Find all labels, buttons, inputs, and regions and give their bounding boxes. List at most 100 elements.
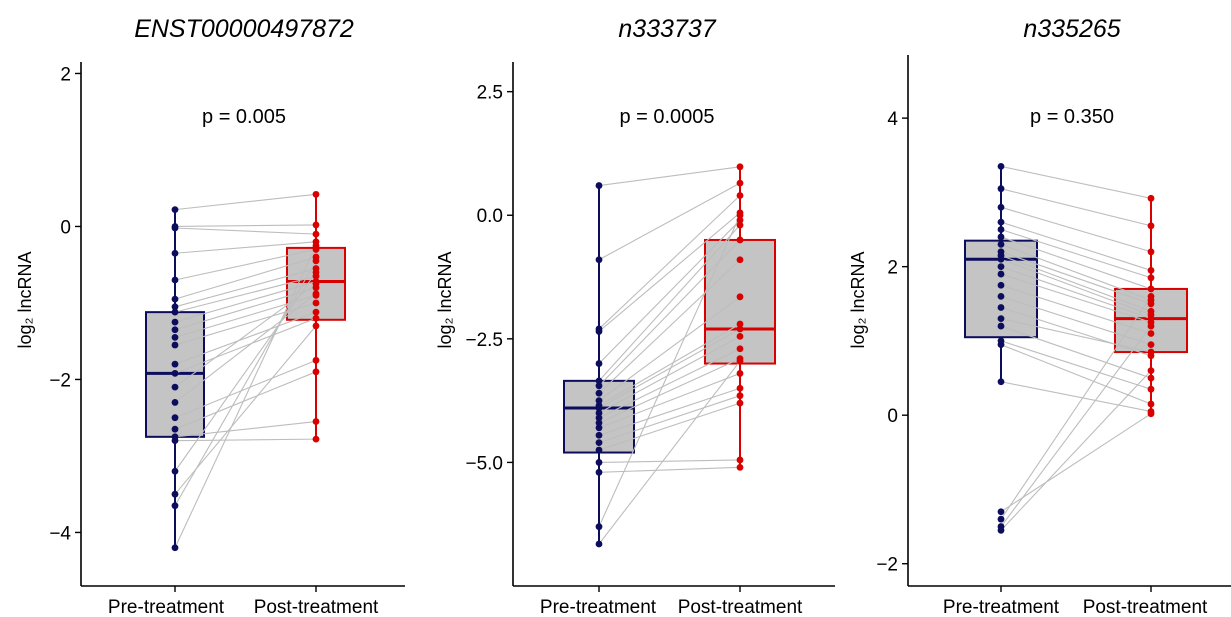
- post-point: [1147, 341, 1155, 349]
- post-point: [736, 399, 744, 407]
- pre-point: [171, 467, 179, 475]
- chart-panel-1: ENST00000497872 p = 0.005 log₂ lncRNA 2 0…: [15, 15, 405, 617]
- post-point: [736, 163, 744, 171]
- paired-line: [174, 317, 317, 374]
- paired-line: [1000, 296, 1152, 520]
- paired-line: [598, 348, 741, 419]
- pre-point: [997, 270, 1005, 278]
- post-point: [736, 236, 744, 244]
- paired-line: [174, 193, 317, 211]
- panel-3-x-tick-pre: Pre-treatment: [943, 597, 1060, 617]
- paired-line: [1000, 344, 1152, 405]
- paired-line: [1000, 229, 1152, 279]
- paired-line: [174, 272, 317, 472]
- paired-line: [1000, 273, 1152, 323]
- pre-point: [595, 468, 603, 476]
- panel-1-plot: 2 0 −2 −4: [49, 62, 405, 592]
- post-point: [1147, 348, 1155, 356]
- panel-3-title: n335265: [1023, 15, 1120, 43]
- post-point: [736, 221, 744, 229]
- paired-line: [174, 260, 317, 506]
- paired-line: [174, 359, 317, 419]
- post-point: [736, 179, 744, 187]
- paired-line: [1000, 243, 1152, 301]
- panel-2-x-tick-pre: Pre-treatment: [540, 597, 657, 617]
- pre-point: [997, 341, 1005, 349]
- post-point: [312, 299, 320, 307]
- paired-line: [174, 275, 317, 313]
- paired-line: [174, 245, 317, 548]
- post-point: [312, 290, 320, 298]
- pre-point: [595, 523, 603, 531]
- panel-2-plot: 2.5 0.0 −2.5 −5.0: [465, 62, 835, 592]
- panel-1-x-tick-pre: Pre-treatment: [108, 597, 225, 617]
- post-point: [312, 314, 320, 322]
- pre-point: [997, 281, 1005, 289]
- post-point: [736, 256, 744, 264]
- pre-point: [595, 397, 603, 405]
- paired-line: [1000, 206, 1152, 253]
- paired-line: [1000, 306, 1152, 357]
- y-tick-label: 0: [60, 217, 71, 238]
- y-tick-label: −2.5: [465, 330, 503, 351]
- pre-point: [595, 459, 603, 466]
- pre-point: [997, 526, 1005, 534]
- y-tick-label: −4: [49, 523, 71, 544]
- y-tick-label: 0.0: [477, 206, 503, 227]
- pre-point: [595, 328, 603, 335]
- paired-line: [1000, 370, 1152, 531]
- paired-line: [174, 302, 317, 346]
- paired-line: [598, 296, 741, 402]
- paired-line: [174, 281, 317, 323]
- paired-line: [598, 395, 741, 444]
- chart-panel-3: n335265 p = 0.350 log₂ lncRNA 4 2 0 −2 Pre-…: [848, 15, 1231, 617]
- pre-point: [171, 341, 179, 349]
- post-point: [1147, 285, 1155, 293]
- paired-line: [1000, 381, 1152, 413]
- paired-line: [598, 215, 741, 527]
- pre-point: [997, 378, 1005, 386]
- pre-point: [171, 295, 179, 303]
- post-point: [1147, 222, 1155, 230]
- panel-3-y-axis-label: log₂ lncRNA: [848, 251, 868, 348]
- post-point: [1147, 300, 1155, 308]
- post-point: [736, 216, 744, 224]
- pre-point: [595, 382, 603, 390]
- paired-line: [174, 371, 317, 430]
- post-point: [736, 211, 744, 219]
- post-point: [1147, 274, 1155, 282]
- post-point: [312, 221, 320, 229]
- paired-line: [598, 224, 741, 382]
- paired-line: [1000, 340, 1152, 390]
- pre-point: [595, 256, 603, 264]
- pre-point: [595, 182, 603, 189]
- post-point: [1147, 248, 1155, 256]
- pre-point: [171, 303, 179, 311]
- paired-line: [598, 195, 741, 330]
- pre-point: [997, 218, 1005, 226]
- post-point: [312, 435, 320, 443]
- pre-point: [595, 414, 603, 422]
- panel-2-y-axis-label: log₂ lncRNA: [435, 251, 455, 348]
- paired-line: [1000, 318, 1152, 353]
- paired-line: [598, 358, 741, 424]
- pre-point: [171, 544, 179, 552]
- paired-line: [598, 259, 741, 394]
- post-point: [312, 190, 320, 198]
- post-point: [1147, 374, 1155, 382]
- pre-point: [997, 226, 1005, 233]
- pre-point: [595, 424, 603, 432]
- y-tick-label: 2.5: [477, 83, 503, 104]
- paired-line: [598, 402, 741, 451]
- pre-point: [171, 333, 179, 341]
- pre-point: [595, 419, 603, 427]
- paired-line: [1000, 325, 1152, 379]
- pre-point: [997, 322, 1005, 330]
- pre-point: [171, 224, 179, 232]
- paired-line: [1000, 295, 1152, 346]
- y-tick-label: −2: [876, 555, 898, 576]
- post-point: [1147, 330, 1155, 337]
- paired-line: [174, 224, 317, 228]
- y-tick-label: 4: [887, 109, 898, 130]
- pre-point: [595, 389, 603, 397]
